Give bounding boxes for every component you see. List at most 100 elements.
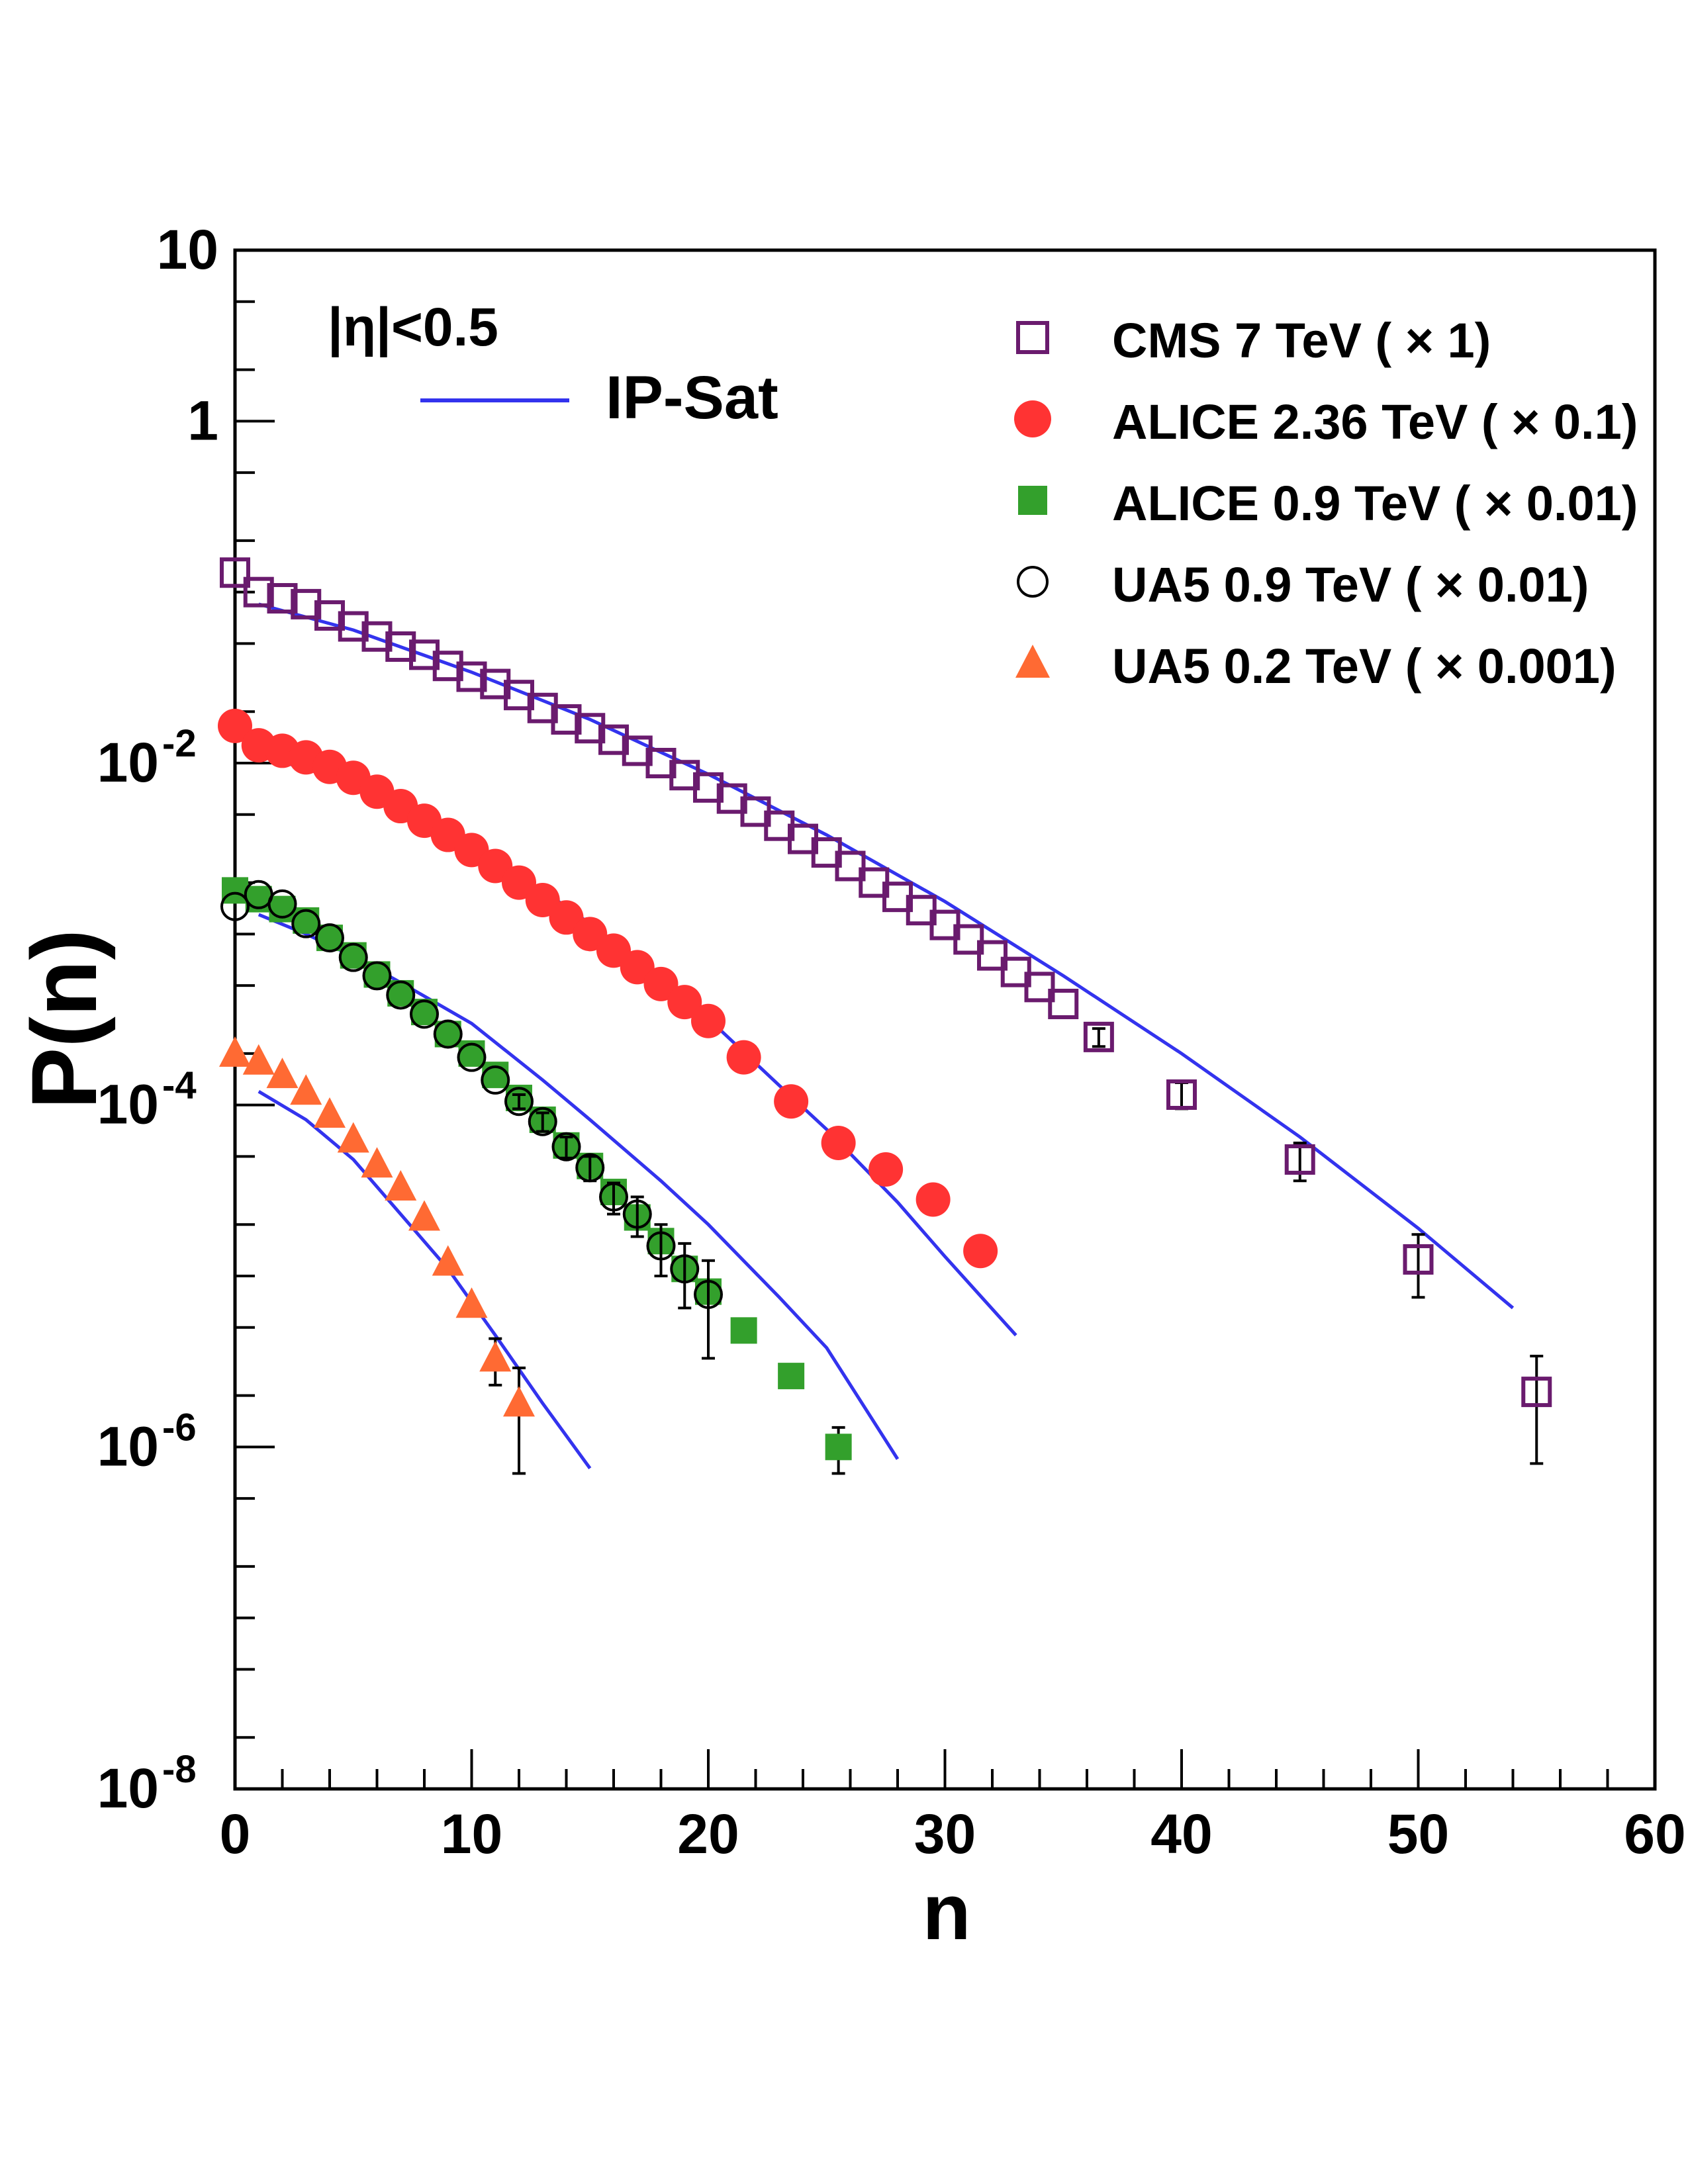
ip-sat-curve	[258, 1090, 592, 1470]
data-point-ua5-02	[337, 1122, 369, 1153]
x-tick-label: 40	[1150, 1803, 1212, 1865]
data-point-alice-236	[726, 1040, 761, 1075]
data-point-ua5-09	[362, 961, 392, 991]
x-tick-label: 60	[1624, 1803, 1685, 1865]
data-point-cms	[1403, 1244, 1434, 1275]
data-point-ua5-09	[291, 909, 321, 938]
data-point-ua5-09	[528, 1107, 557, 1136]
data-point-ua5-02	[290, 1074, 322, 1105]
data-point-ua5-09	[220, 891, 250, 921]
y-axis-label: P(n)	[12, 929, 116, 1109]
data-point-alice-236	[218, 708, 252, 743]
x-axis-label: n	[922, 1868, 970, 1956]
data-point-ua5-09	[481, 1065, 510, 1095]
data-point-ua5-09	[1017, 566, 1049, 598]
data-point-ua5-02	[503, 1386, 535, 1417]
y-tick-exponent: -4	[162, 1064, 197, 1107]
x-tick-label: 30	[914, 1803, 976, 1865]
legend-label-ip-sat: IP-Sat	[606, 364, 778, 432]
data-point-cms	[409, 639, 440, 670]
data-point-cms	[1048, 988, 1079, 1019]
data-point-ua5-02	[455, 1287, 488, 1318]
data-point-alice-236	[915, 1182, 951, 1217]
data-point-cms	[220, 557, 250, 588]
legend-label: UA5 0.9 TeV ( × 0.01)	[1112, 557, 1589, 612]
x-tick-label: 10	[441, 1803, 502, 1865]
y-tick-label: 10	[157, 218, 218, 281]
data-point-cms	[243, 576, 274, 608]
data-point-alice-236	[963, 1234, 998, 1269]
data-points	[218, 557, 1552, 1475]
data-point-ua5-09	[575, 1153, 605, 1183]
data-point-cms	[1284, 1144, 1315, 1175]
data-point-ua5-02	[1015, 645, 1050, 678]
data-point-ua5-09	[433, 1019, 463, 1049]
ip-sat-curve	[258, 602, 1515, 1310]
data-point-alice-09	[730, 1317, 757, 1344]
x-tick-label: 0	[220, 1803, 251, 1865]
data-point-ua5-09	[504, 1087, 534, 1116]
y-tick-label: 1	[187, 389, 218, 451]
data-point-ua5-09	[267, 889, 297, 919]
data-point-cms	[480, 668, 511, 700]
data-point-alice-09	[778, 1363, 805, 1390]
y-tick-label: 10	[97, 1073, 159, 1136]
data-point-alice-236	[821, 1125, 856, 1160]
data-point-ua5-02	[314, 1097, 346, 1128]
data-point-cms	[1166, 1079, 1197, 1110]
y-tick-exponent: -8	[162, 1748, 197, 1791]
legend: CMS 7 TeV ( × 1) ALICE 2.36 TeV ( × 0.1) A…	[420, 313, 1638, 694]
data-point-ua5-09	[410, 999, 439, 1029]
legend-label: ALICE 2.36 TeV ( × 0.1)	[1112, 394, 1638, 449]
data-point-cms	[314, 600, 345, 631]
data-point-alice-236	[667, 985, 702, 1020]
ip-sat-curve	[258, 754, 1017, 1337]
x-tick-label: 20	[677, 1803, 739, 1865]
legend-label: CMS 7 TeV ( × 1)	[1112, 313, 1491, 368]
data-point-cms	[693, 772, 724, 803]
data-point-alice-236	[774, 1084, 809, 1119]
data-point-ua5-09	[694, 1279, 723, 1309]
data-point-cms	[361, 621, 393, 652]
legend-label: UA5 0.2 TeV ( × 0.001)	[1112, 639, 1617, 694]
data-point-ua5-02	[479, 1341, 512, 1372]
data-point-alice-09	[340, 942, 367, 969]
data-point-ua5-09	[338, 942, 368, 972]
y-tick-label: 10	[97, 1415, 159, 1477]
data-point-ua5-02	[219, 1036, 251, 1067]
data-point-alice-236	[691, 1003, 726, 1038]
data-point-cms	[1024, 972, 1055, 1003]
data-point-ua5-09	[457, 1042, 487, 1072]
data-point-alice-236	[1014, 400, 1051, 437]
axis-ticks	[234, 249, 1656, 1790]
data-point-cms	[953, 924, 984, 955]
eta-annotation: |η|<0.5	[328, 297, 498, 358]
y-tick-exponent: -6	[162, 1406, 197, 1449]
data-point-ua5-09	[315, 923, 344, 953]
data-point-ua5-09	[386, 980, 416, 1010]
data-point-ua5-09	[599, 1182, 628, 1212]
data-point-ua5-02	[432, 1245, 464, 1276]
data-point-cms	[1521, 1377, 1552, 1408]
data-point-ua5-02	[408, 1200, 440, 1231]
data-point-alice-236	[868, 1152, 904, 1187]
data-point-ua5-09	[622, 1199, 652, 1229]
data-point-alice-236	[502, 865, 536, 900]
data-point-alice-09	[1018, 486, 1047, 515]
data-point-cms	[338, 611, 369, 642]
data-point-ua5-02	[385, 1170, 417, 1201]
data-point-alice-236	[643, 966, 679, 1001]
data-point-cms	[385, 631, 416, 662]
data-point-cms	[432, 651, 463, 682]
data-point-cms	[267, 583, 298, 614]
data-point-alice-09	[411, 999, 438, 1026]
data-point-alice-09	[222, 877, 248, 904]
data-point-alice-09	[825, 1433, 852, 1461]
legend-label: ALICE 0.9 TeV ( × 0.01)	[1112, 476, 1638, 531]
y-tick-label: 10	[97, 731, 159, 794]
data-point-ua5-02	[266, 1058, 299, 1089]
y-tick-exponent: -2	[162, 722, 197, 765]
data-point-cms	[551, 704, 582, 735]
data-point-ua5-09	[551, 1132, 581, 1161]
